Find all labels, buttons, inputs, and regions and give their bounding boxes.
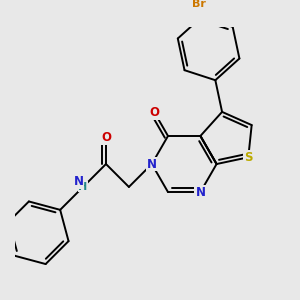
Text: N: N [74,175,84,188]
Text: S: S [244,151,253,164]
Text: O: O [101,131,111,144]
Text: N: N [195,186,206,199]
Text: N: N [147,158,157,170]
Text: O: O [150,106,160,119]
Text: Br: Br [192,0,206,10]
Text: H: H [78,182,88,192]
